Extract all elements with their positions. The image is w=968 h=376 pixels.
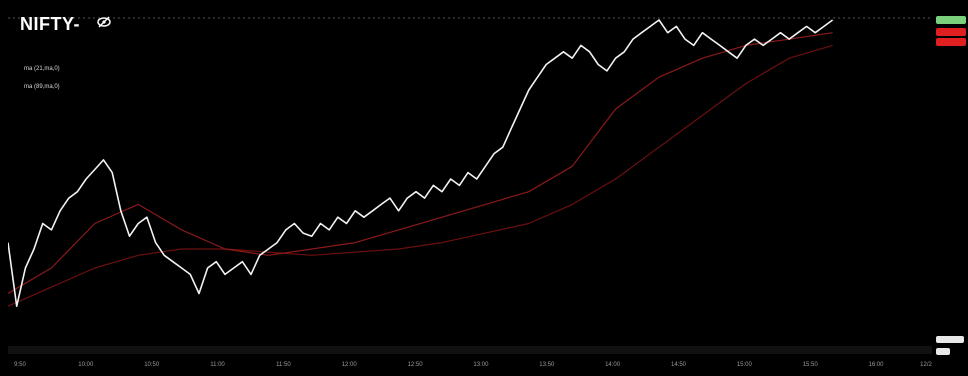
series-line-ma21 — [8, 32, 833, 295]
x-tick-label: 12:00 — [342, 362, 358, 366]
x-tick-label: 11:50 — [276, 362, 291, 366]
plot-area[interactable]: 9:50 10:00 10:50 11:00 11:50 12:00 12:50 13:00 1… — [8, 6, 932, 366]
x-tick-label: 16:00 — [868, 362, 884, 366]
series-line-ma89 — [8, 44, 833, 307]
x-tick-label: 11:00 — [210, 362, 225, 366]
x-tick-label: 15:50 — [803, 362, 819, 366]
last-price-badge — [936, 16, 966, 24]
x-tick-label: 15:00 — [737, 362, 753, 366]
x-tick-label: 9:50 — [14, 362, 26, 366]
series-line-price — [8, 19, 834, 308]
x-tick-label: 14:50 — [671, 362, 687, 366]
low-price-badge — [936, 336, 964, 343]
price-chart[interactable]: 9:50 10:00 10:50 11:00 11:50 12:00 12:50 13:00 1… — [8, 6, 932, 366]
x-tick-label: 13:50 — [539, 362, 555, 366]
legend-item-ma89[interactable]: ma (89,ma,0) — [24, 84, 60, 90]
legend-item-ma21[interactable]: ma (21,ma,0) — [24, 66, 60, 72]
x-tick-label: 10:00 — [78, 362, 94, 366]
eye-slash-icon[interactable] — [97, 16, 111, 28]
ma21-badge — [936, 28, 966, 36]
ma89-badge — [936, 38, 966, 46]
x-tick-label: 10:50 — [144, 362, 160, 366]
x-tick-label: 12:50 — [408, 362, 424, 366]
time-badge — [936, 348, 950, 355]
chart-title: NIFTY- — [20, 14, 80, 34]
time-scrollbar[interactable] — [8, 346, 932, 354]
price-axis[interactable] — [932, 6, 968, 366]
x-tick-label: 14:00 — [605, 362, 621, 366]
x-tick-label-extra: 12/2 — [920, 362, 932, 366]
x-tick-label: 13:00 — [473, 362, 489, 366]
